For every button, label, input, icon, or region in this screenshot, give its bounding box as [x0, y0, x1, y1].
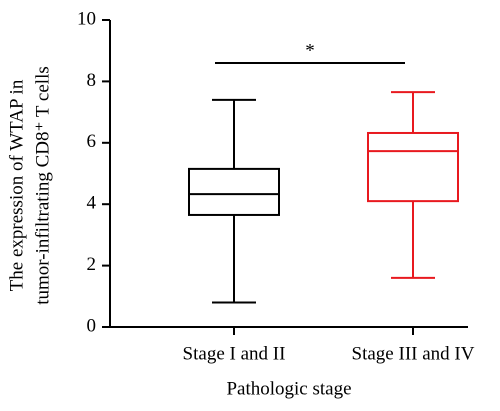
y-tick-label: 4: [87, 193, 97, 214]
significance-label: *: [305, 40, 315, 61]
box: [367, 131, 459, 203]
box: [188, 167, 280, 216]
y-axis-label: The expression of WTAP in: [6, 79, 27, 291]
y-tick-label: 10: [77, 8, 96, 29]
y-tick-label: 2: [87, 254, 97, 275]
x-tick-label: Stage III and IV: [352, 343, 475, 364]
x-tick-label: Stage I and II: [183, 343, 286, 364]
y-tick-label: 6: [87, 131, 97, 152]
x-axis-label: Pathologic stage: [226, 378, 351, 399]
y-axis-label: tumor-infiltrating CD8⁺ T cells: [32, 66, 53, 305]
y-tick-label: 8: [87, 70, 97, 91]
y-tick-label: 0: [87, 315, 97, 336]
